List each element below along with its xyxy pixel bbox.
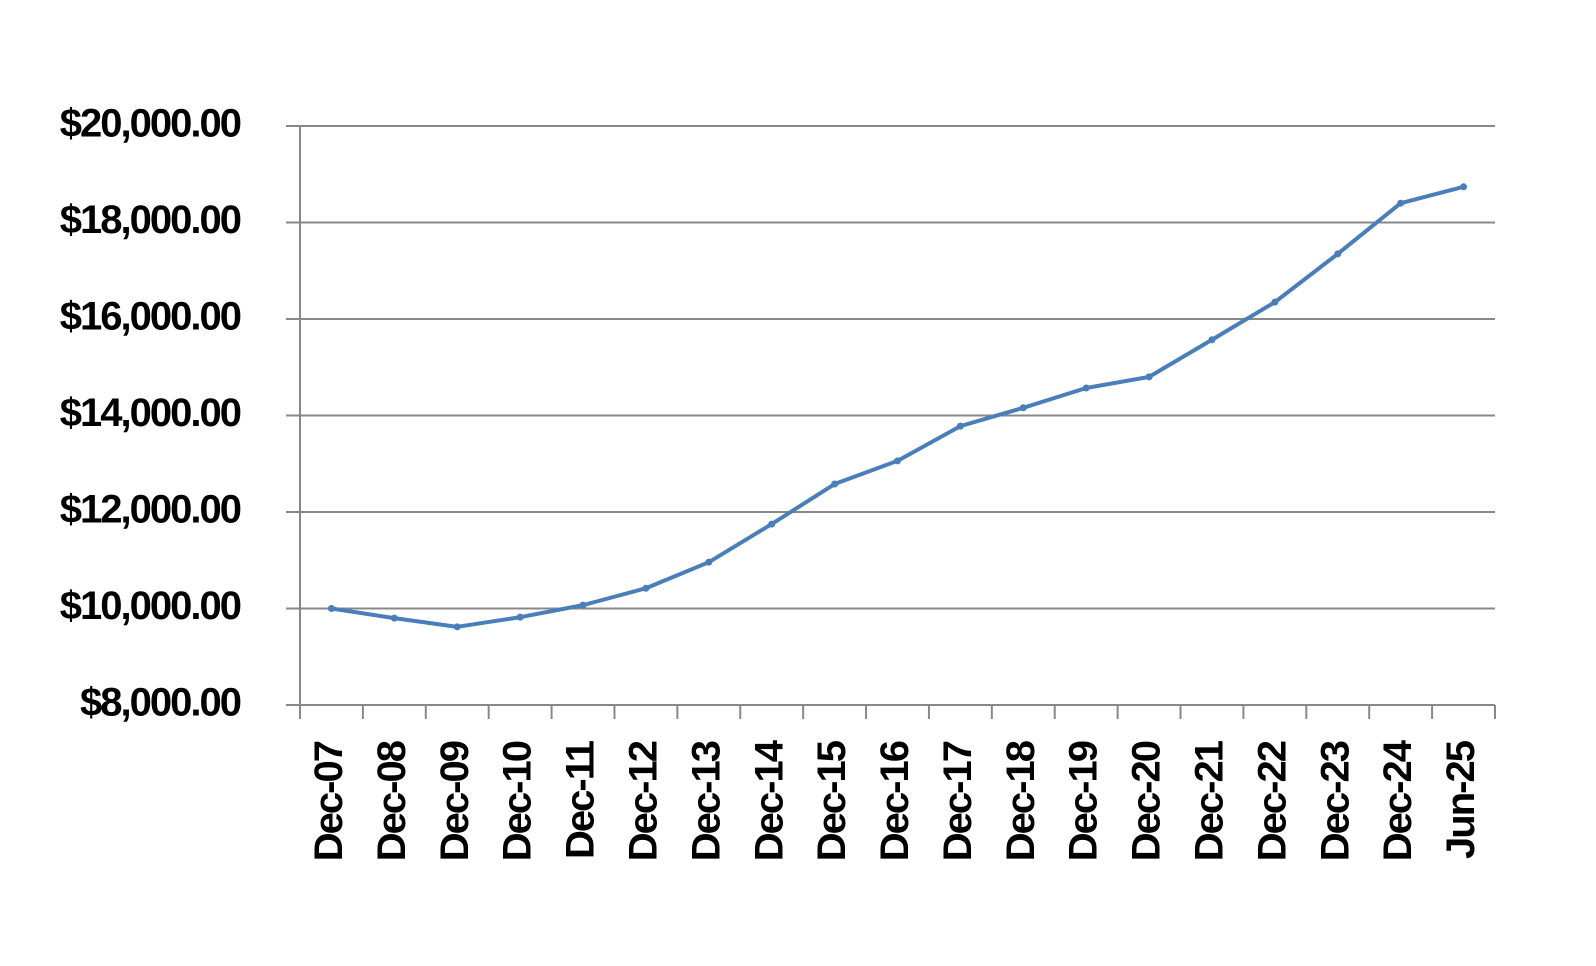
x-tick-label: Dec-20 [1125, 741, 1169, 861]
data-point [1145, 373, 1153, 381]
data-point [516, 613, 524, 621]
x-tick-label: Dec-24 [1376, 739, 1420, 861]
x-tick-label: Dec-07 [307, 741, 351, 861]
x-tick-label: Dec-10 [496, 741, 540, 861]
y-tick-label: $10,000.00 [60, 584, 241, 628]
data-point [1334, 250, 1342, 258]
x-tick-label: Dec-13 [684, 741, 728, 861]
data-point [768, 520, 776, 528]
x-tick-label: Dec-18 [999, 740, 1043, 861]
data-point [831, 480, 839, 488]
data-point [1460, 183, 1468, 191]
x-tick-label: Dec-11 [559, 740, 603, 859]
x-tick-label: Dec-15 [810, 740, 854, 861]
x-tick-label: Dec-14 [747, 739, 791, 861]
data-point [642, 584, 650, 592]
x-tick-label: Dec-19 [1062, 741, 1106, 861]
x-tick-label: Dec-12 [621, 741, 665, 861]
data-point [390, 614, 398, 622]
x-tick-label: Dec-22 [1250, 741, 1294, 861]
data-point [1019, 404, 1027, 412]
y-tick-label: $12,000.00 [60, 488, 241, 532]
data-line [331, 184, 1465, 629]
y-tick-label: $14,000.00 [60, 391, 241, 435]
x-tick-label: Jun-25 [1439, 740, 1483, 859]
data-point [705, 558, 713, 566]
data-point [1271, 298, 1279, 306]
x-tick-label: Dec-08 [370, 740, 414, 861]
y-tick-label: $20,000.00 [60, 102, 241, 146]
y-tick-label: $16,000.00 [60, 295, 241, 339]
data-point [453, 623, 461, 631]
data-point [894, 457, 901, 465]
data-point [1397, 199, 1405, 207]
data-point [327, 605, 335, 612]
data-point [1082, 384, 1090, 392]
data-point [956, 422, 964, 430]
x-tick-label: Dec-16 [873, 741, 917, 861]
data-point [579, 601, 587, 609]
x-tick-label: Dec-17 [936, 741, 980, 861]
y-tick-label: $8,000.00 [80, 681, 241, 725]
x-tick-label: Dec-23 [1313, 741, 1357, 861]
data-point [1208, 336, 1216, 344]
x-tick-label: Dec-09 [433, 741, 477, 861]
x-tick-label: Dec-21 [1188, 740, 1232, 861]
y-tick-label: $18,000.00 [60, 198, 241, 242]
